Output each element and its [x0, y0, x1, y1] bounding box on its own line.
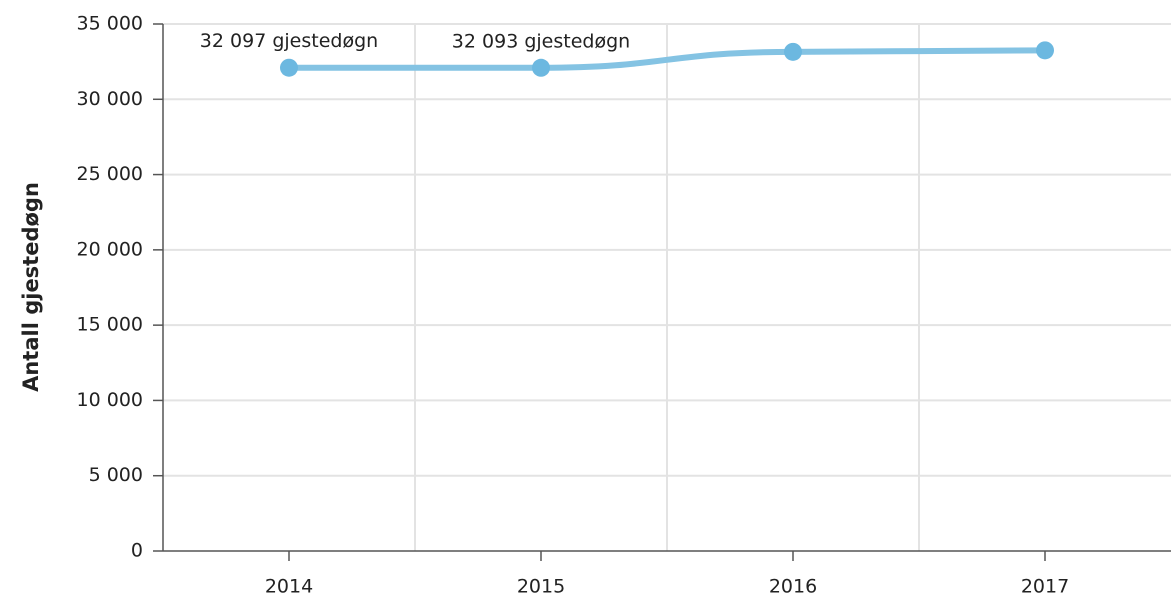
- x-tick-label: 2014: [265, 576, 313, 598]
- data-label: 32 097 gjestedøgn: [200, 30, 378, 52]
- data-point: [280, 58, 298, 77]
- y-tick-label: 15 000: [77, 314, 143, 336]
- y-tick-label: 0: [131, 540, 143, 562]
- data-point: [784, 42, 802, 61]
- y-tick-label: 30 000: [77, 88, 143, 110]
- y-tick-label: 25 000: [77, 163, 143, 185]
- x-tick-label: 2016: [769, 576, 817, 598]
- y-axis-label: Antall gjestedøgn: [19, 182, 43, 392]
- data-point: [532, 58, 550, 77]
- y-tick-label: 10 000: [77, 389, 143, 411]
- line-series: [286, 47, 1048, 71]
- y-tick-label: 5 000: [89, 464, 143, 486]
- y-tick-label: 20 000: [77, 238, 143, 260]
- data-label: 32 093 gjestedøgn: [452, 30, 630, 52]
- data-point: [1036, 41, 1054, 60]
- x-tick-label: 2015: [517, 576, 565, 598]
- x-tick-label: 2017: [1021, 576, 1069, 598]
- y-tick-label: 35 000: [77, 13, 143, 35]
